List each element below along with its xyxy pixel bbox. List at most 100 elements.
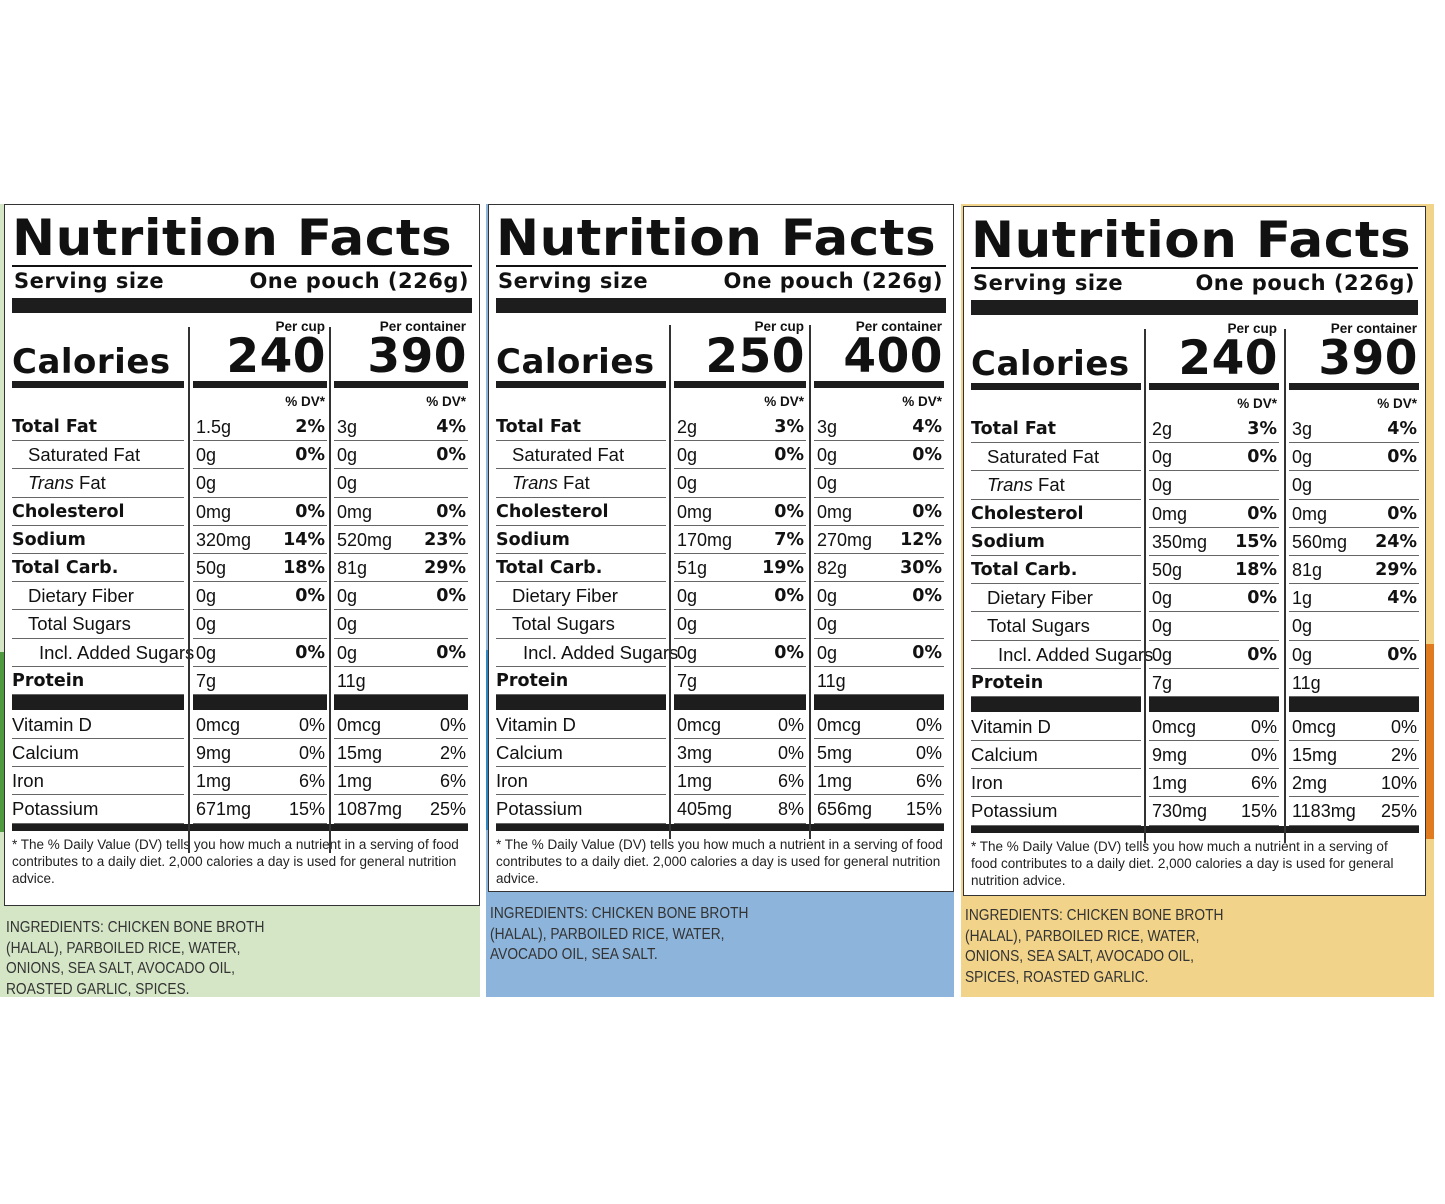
per-cup-percent-dv: 0%: [1247, 447, 1277, 468]
per-cup-amount: 50g: [196, 557, 227, 578]
nutrient-name: Calcium: [971, 741, 1141, 769]
nutrient-name-text: Protein: [12, 670, 85, 691]
vitamin-section-divider: [496, 694, 946, 711]
nutrient-name: Iron: [971, 769, 1141, 797]
nutrient-row: Total Sugars 0g 0g: [12, 610, 472, 639]
dv-footnote: * The % Daily Value (DV) tells you how m…: [971, 838, 1394, 888]
per-container-cell: 81g 29%: [334, 554, 468, 583]
nutrient-name: Trans Fat: [496, 469, 666, 497]
nutrient-name-cell: Incl. Added Sugars: [496, 639, 678, 667]
per-container-amount: 1087mg: [337, 799, 403, 820]
nutrient-name-text: Dietary Fiber: [28, 585, 134, 607]
per-container-amount: 1mg: [817, 771, 853, 792]
divider-segment: [1149, 696, 1279, 712]
nutrient-row: Protein 7g 11g: [971, 669, 1419, 697]
per-container-calories-underline: [1289, 383, 1419, 390]
per-container-cell: 270mg 12%: [814, 526, 944, 554]
per-cup-cell: 2g 3%: [1149, 415, 1279, 444]
per-cup-percent-dv: 0%: [774, 586, 804, 607]
per-container-percent-dv: 2%: [1390, 745, 1417, 766]
per-cup-amount: 0mcg: [1152, 716, 1197, 737]
nutrient-name-text: Cholesterol: [12, 501, 125, 522]
nutrient-name-text: Total Carb.: [971, 559, 1078, 580]
nutrition-facts-label: Nutrition Facts Serving size One pouch (22…: [488, 204, 954, 892]
per-container-percent-dv: 23%: [424, 529, 466, 550]
nutrient-name-cell: Total Sugars: [12, 610, 184, 639]
nutrient-name: Vitamin D: [496, 711, 666, 739]
divider-segment: [496, 823, 944, 831]
nutrient-row: Trans Fat 0g 0g: [971, 471, 1419, 500]
per-cup-percent-dv: 7%: [774, 529, 804, 550]
nutrient-name-cell: Saturated Fat: [12, 441, 184, 470]
vitamin-row: Vitamin D 0mcg 0% 0mcg 0%: [12, 711, 472, 740]
product-panel: Nutrition Facts Serving size One pouch (22…: [0, 204, 480, 998]
nutrient-name-text: Fat: [73, 472, 106, 494]
per-container-cell: 11g: [814, 667, 944, 695]
per-cup-cell: 170mg 7%: [674, 526, 806, 554]
nutrient-name-cell: Total Fat: [496, 413, 666, 442]
per-cup-cell: 0g 0%: [1149, 641, 1279, 669]
nutrient-name-cell: Cholesterol: [12, 498, 184, 526]
per-cup-calories-column: Per cup 250: [674, 313, 806, 388]
serving-size-label: Serving size: [14, 269, 165, 293]
nutrient-name: Dietary Fiber: [496, 582, 666, 610]
per-cup-percent-dv: 3%: [774, 417, 804, 437]
nutrient-row: Saturated Fat 0g 0% 0g 0%: [971, 443, 1419, 472]
nutrient-name: Total Sugars: [971, 612, 1141, 640]
per-cup-cell: 0g 0%: [674, 441, 806, 470]
per-container-cell: 656mg 15%: [814, 795, 944, 824]
per-cup-percent-dv: 18%: [283, 557, 325, 578]
per-container-percent-dv: 29%: [424, 557, 466, 578]
nutrient-name-text: Dietary Fiber: [987, 587, 1093, 609]
per-container-amount: 0g: [337, 642, 358, 663]
per-container-amount: 81g: [337, 557, 368, 578]
per-cup-percent-dv: 0%: [295, 501, 325, 522]
per-cup-amount: 0mg: [1152, 503, 1188, 524]
per-container-percent-dv: 0%: [912, 586, 942, 607]
nutrient-name-text: Total Sugars: [987, 615, 1090, 637]
per-cup-cell: 0mg 0%: [193, 498, 327, 526]
nutrient-name-cell: Trans Fat: [12, 469, 184, 498]
per-cup-cell: 0g: [193, 469, 327, 498]
per-cup-percent-dv: 18%: [1235, 559, 1277, 580]
per-container-cell: 0mcg 0%: [334, 711, 468, 740]
percent-dv-header: % DV*: [902, 394, 942, 409]
per-container-percent-dv: 30%: [900, 557, 942, 578]
serving-size-value: One pouch (226g): [723, 269, 943, 293]
per-cup-percent-dv: 8%: [777, 799, 804, 820]
divider-segment: [814, 694, 944, 710]
per-cup-percent-dv: 0%: [1247, 644, 1277, 665]
per-cup-amount: 320mg: [196, 529, 252, 550]
per-cup-amount: 9mg: [1152, 745, 1188, 766]
per-cup-percent-dv: 2%: [295, 417, 325, 437]
per-cup-cell: 7g: [1149, 669, 1279, 697]
column-separator: [809, 325, 811, 839]
per-cup-cell: 350mg 15%: [1149, 528, 1279, 556]
nutrient-name-text: Saturated Fat: [512, 444, 625, 466]
nutrient-name-text: Calcium: [971, 744, 1038, 766]
per-cup-amount: 50g: [1152, 559, 1183, 580]
nutrient-name: Vitamin D: [971, 713, 1141, 741]
nutrient-name-cell: Potassium: [971, 797, 1141, 826]
per-cup-amount: 0mcg: [196, 714, 241, 735]
nutrient-name-text: Sodium: [12, 529, 86, 550]
nutrient-name-text: Vitamin D: [496, 713, 576, 735]
per-container-amount: 0mg: [337, 501, 373, 522]
per-container-amount: 3g: [337, 417, 358, 437]
nutrient-name-text: Fat: [1032, 474, 1065, 496]
divider-segment: [193, 694, 327, 710]
per-container-cell: 1g 4%: [1289, 584, 1419, 613]
vitamin-row: Iron 1mg 6% 2mg 10%: [971, 769, 1419, 798]
nutrient-row: Total Carb. 51g 19% 82g 30%: [496, 554, 946, 583]
per-container-calories-value: 390: [367, 329, 467, 384]
per-cup-amount: 0g: [677, 586, 698, 607]
per-container-amount: 11g: [817, 670, 846, 691]
calories-row: Calories Per cup 240 Per container 390: [12, 313, 472, 388]
per-container-cell: 0g 0%: [334, 441, 468, 470]
nutrient-row: Total Carb. 50g 18% 81g 29%: [971, 556, 1419, 585]
per-container-amount: 3g: [1292, 419, 1313, 439]
per-cup-header: Per cup: [275, 319, 325, 334]
daily-value-header-row: % DV* % DV*: [971, 390, 1418, 415]
per-container-percent-dv: 0%: [912, 501, 942, 522]
per-container-cell: 0mcg 0%: [1289, 713, 1419, 742]
